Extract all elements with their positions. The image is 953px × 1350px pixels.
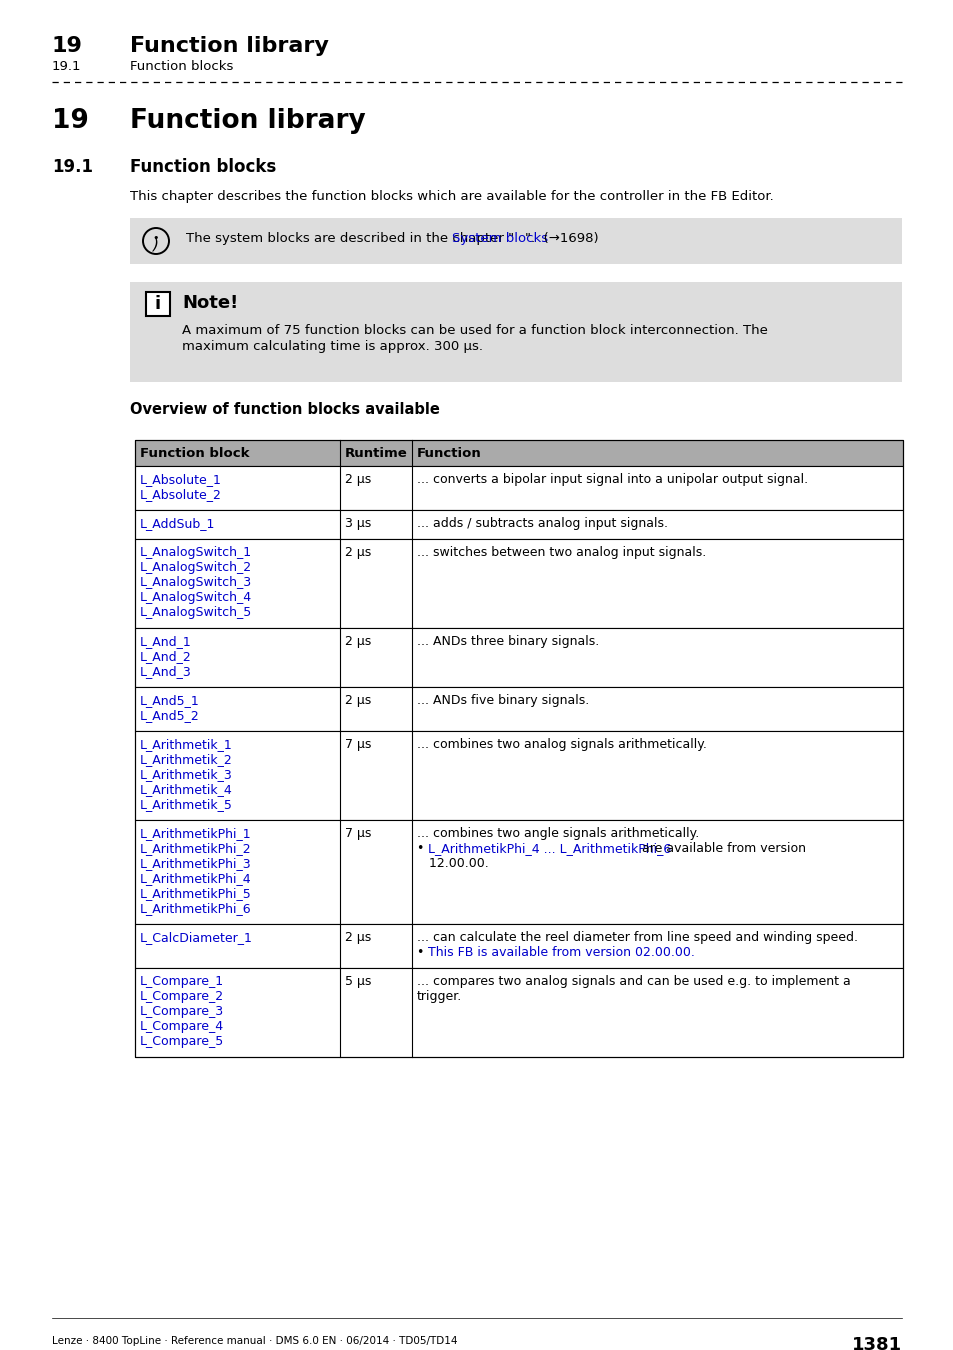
Text: L_Arithmetik_1: L_Arithmetik_1 xyxy=(140,738,233,751)
Text: Function blocks: Function blocks xyxy=(130,59,233,73)
Text: i: i xyxy=(154,296,161,313)
Text: 19: 19 xyxy=(52,36,83,55)
Text: •: • xyxy=(416,946,428,958)
Text: Function block: Function block xyxy=(140,447,250,460)
Text: Lenze · 8400 TopLine · Reference manual · DMS 6.0 EN · 06/2014 · TD05/TD14: Lenze · 8400 TopLine · Reference manual … xyxy=(52,1336,457,1346)
Text: A maximum of 75 function blocks can be used for a function block interconnection: A maximum of 75 function blocks can be u… xyxy=(182,324,767,338)
Bar xyxy=(135,510,902,539)
Text: 12.00.00.: 12.00.00. xyxy=(416,857,488,869)
Text: 3 μs: 3 μs xyxy=(345,517,371,531)
Text: L_AddSub_1: L_AddSub_1 xyxy=(140,517,215,531)
Text: 7 μs: 7 μs xyxy=(345,828,371,840)
Bar xyxy=(135,687,902,730)
Text: L_And_2: L_And_2 xyxy=(140,649,192,663)
Text: maximum calculating time is approx. 300 μs.: maximum calculating time is approx. 300 … xyxy=(182,340,482,352)
Text: L_Arithmetik_4: L_Arithmetik_4 xyxy=(140,783,233,796)
Text: L_Compare_4: L_Compare_4 xyxy=(140,1021,224,1033)
Bar xyxy=(135,923,902,968)
Text: 5 μs: 5 μs xyxy=(345,975,371,988)
Text: Note!: Note! xyxy=(182,294,238,312)
Text: L_Absolute_2: L_Absolute_2 xyxy=(140,487,222,501)
Text: Overview of function blocks available: Overview of function blocks available xyxy=(130,402,439,417)
Text: L_And5_2: L_And5_2 xyxy=(140,709,199,722)
Text: Function: Function xyxy=(416,447,481,460)
Text: L_AnalogSwitch_2: L_AnalogSwitch_2 xyxy=(140,562,252,574)
Text: ... combines two analog signals arithmetically.: ... combines two analog signals arithmet… xyxy=(416,738,706,751)
Bar xyxy=(135,819,902,923)
Text: This chapter describes the function blocks which are available for the controlle: This chapter describes the function bloc… xyxy=(130,190,773,202)
Bar xyxy=(135,730,902,819)
Text: L_ArithmetikPhi_6: L_ArithmetikPhi_6 xyxy=(140,902,252,915)
Text: ... adds / subtracts analog input signals.: ... adds / subtracts analog input signal… xyxy=(416,517,667,531)
Text: ... combines two angle signals arithmetically.: ... combines two angle signals arithmeti… xyxy=(416,828,699,840)
Text: 2 μs: 2 μs xyxy=(345,545,371,559)
Bar xyxy=(135,968,902,1057)
Text: L_ArithmetikPhi_4: L_ArithmetikPhi_4 xyxy=(140,872,252,886)
Text: L_Arithmetik_3: L_Arithmetik_3 xyxy=(140,768,233,782)
Text: ): ) xyxy=(152,236,159,251)
Text: ... ANDs three binary signals.: ... ANDs three binary signals. xyxy=(416,634,598,648)
Text: L_AnalogSwitch_5: L_AnalogSwitch_5 xyxy=(140,606,252,620)
Text: ... switches between two analog input signals.: ... switches between two analog input si… xyxy=(416,545,705,559)
Text: •: • xyxy=(152,234,159,243)
Text: 7 μs: 7 μs xyxy=(345,738,371,751)
Bar xyxy=(135,440,902,1057)
Text: Runtime: Runtime xyxy=(345,447,407,460)
Text: L_ArithmetikPhi_5: L_ArithmetikPhi_5 xyxy=(140,887,252,900)
Text: L_And_1: L_And_1 xyxy=(140,634,192,648)
Text: L_Arithmetik_5: L_Arithmetik_5 xyxy=(140,798,233,811)
Text: The system blocks are described in the chapter ": The system blocks are described in the c… xyxy=(186,232,514,244)
Text: •: • xyxy=(416,842,428,855)
Text: System blocks: System blocks xyxy=(452,232,548,244)
Text: L_Compare_5: L_Compare_5 xyxy=(140,1035,224,1048)
Text: 19.1: 19.1 xyxy=(52,59,81,73)
Text: L_AnalogSwitch_4: L_AnalogSwitch_4 xyxy=(140,591,252,603)
Text: L_ArithmetikPhi_2: L_ArithmetikPhi_2 xyxy=(140,842,252,855)
Bar xyxy=(130,217,901,265)
Text: 19.1: 19.1 xyxy=(52,158,92,176)
Bar xyxy=(146,292,170,316)
Text: 19: 19 xyxy=(52,108,89,134)
Text: L_Absolute_1: L_Absolute_1 xyxy=(140,472,222,486)
Text: ... ANDs five binary signals.: ... ANDs five binary signals. xyxy=(416,694,589,707)
Text: 1381: 1381 xyxy=(851,1336,901,1350)
Text: L_Arithmetik_2: L_Arithmetik_2 xyxy=(140,753,233,765)
Bar xyxy=(135,466,902,510)
Text: ".  (→1698): ". (→1698) xyxy=(524,232,598,244)
Text: Function library: Function library xyxy=(130,108,365,134)
Text: 2 μs: 2 μs xyxy=(345,931,371,944)
Text: are available from version: are available from version xyxy=(634,842,805,855)
Text: Function blocks: Function blocks xyxy=(130,158,276,176)
Text: L_And_3: L_And_3 xyxy=(140,666,192,678)
Text: L_Compare_1: L_Compare_1 xyxy=(140,975,224,988)
Bar xyxy=(135,440,902,466)
Text: trigger.: trigger. xyxy=(416,990,462,1003)
Text: This FB is available from version 02.00.00.: This FB is available from version 02.00.… xyxy=(427,946,694,958)
Text: L_Compare_2: L_Compare_2 xyxy=(140,990,224,1003)
Text: ... converts a bipolar input signal into a unipolar output signal.: ... converts a bipolar input signal into… xyxy=(416,472,807,486)
Text: ... can calculate the reel diameter from line speed and winding speed.: ... can calculate the reel diameter from… xyxy=(416,931,857,944)
Bar xyxy=(135,628,902,687)
Text: ... compares two analog signals and can be used e.g. to implement a: ... compares two analog signals and can … xyxy=(416,975,850,988)
Text: L_Compare_3: L_Compare_3 xyxy=(140,1004,224,1018)
Text: L_AnalogSwitch_3: L_AnalogSwitch_3 xyxy=(140,576,252,589)
Text: L_CalcDiameter_1: L_CalcDiameter_1 xyxy=(140,931,253,944)
Text: 2 μs: 2 μs xyxy=(345,472,371,486)
Text: L_AnalogSwitch_1: L_AnalogSwitch_1 xyxy=(140,545,252,559)
Text: L_ArithmetikPhi_3: L_ArithmetikPhi_3 xyxy=(140,857,252,869)
Text: L_ArithmetikPhi_4 ... L_ArithmetikPhi_6: L_ArithmetikPhi_4 ... L_ArithmetikPhi_6 xyxy=(427,842,670,855)
Bar xyxy=(135,539,902,628)
Text: L_And5_1: L_And5_1 xyxy=(140,694,199,707)
Bar xyxy=(130,282,901,382)
Text: L_ArithmetikPhi_1: L_ArithmetikPhi_1 xyxy=(140,828,252,840)
Text: 2 μs: 2 μs xyxy=(345,694,371,707)
Text: 2 μs: 2 μs xyxy=(345,634,371,648)
Text: Function library: Function library xyxy=(130,36,329,55)
